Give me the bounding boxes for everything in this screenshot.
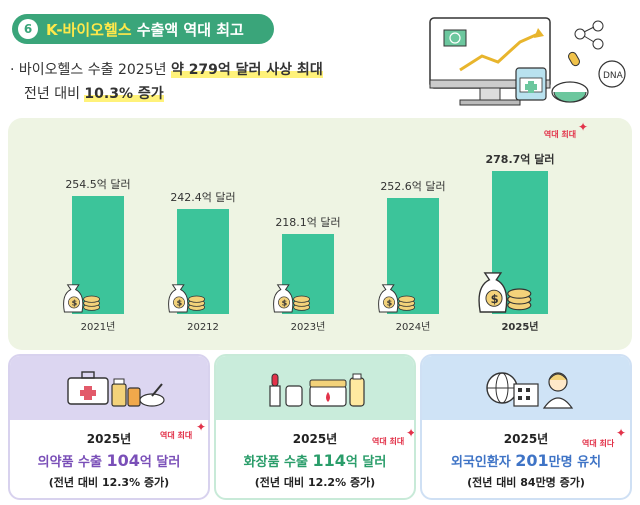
section-number: 6 <box>18 19 38 39</box>
pharma-card-header <box>10 356 208 420</box>
section-title: 6 K-바이오헬스 수출액 역대 최고 <box>12 14 274 44</box>
money-bag-icon: $ <box>478 272 532 313</box>
patients-card: 2025년 외국인환자 201만명 유치 (전년 대비 84만명 증가) 역대 … <box>420 354 632 500</box>
cosmetics-value: 화장품 수출 114억 달러 <box>243 451 387 470</box>
summary-line-1: · 바이오헬스 수출 2025년 약 279억 달러 사상 최대 <box>10 58 323 82</box>
svg-text:$: $ <box>282 299 288 308</box>
summary-line1-bold: 약 279억 달러 사상 최대 <box>170 62 323 78</box>
summary-line1-plain: 바이오헬스 수출 2025년 <box>18 62 171 78</box>
bar-value-label-2: 218.1억 달러 <box>275 216 340 229</box>
export-chart-panel: 254.5억 달러 2021년 $242.4억 달러 20212 $218.1억 달러 2… <box>8 118 632 350</box>
medicine-kit-icon <box>67 371 165 407</box>
cosmetics-card-header <box>216 356 414 420</box>
patients-value: 외국인환자 201만명 유치 <box>450 451 602 470</box>
bar-value-label-4: 278.7억 달러 <box>486 152 555 166</box>
pharma-change: (전년 대비 12.3% 증가) <box>48 476 170 489</box>
growth-monitor-illustration: DNA <box>429 17 626 106</box>
pharma-value: 의약품 수출 104억 달러 <box>37 451 181 470</box>
summary-line2-plain: 전년 대비 <box>24 86 85 102</box>
money-bag-icon: $ <box>378 284 416 313</box>
star-icon: ✦ <box>196 420 207 434</box>
summary: · 바이오헬스 수출 2025년 약 279억 달러 사상 최대 전년 대비 1… <box>10 58 323 106</box>
record-badge: 역대 최대 <box>544 129 576 139</box>
svg-text:DNA: DNA <box>603 71 624 81</box>
summary-line2-bold: 10.3% 증가 <box>84 86 164 102</box>
svg-text:$: $ <box>177 299 183 308</box>
cosmetics-card: 2025년 화장품 수출 114억 달러 (전년 대비 12.2% 증가) 역대… <box>214 354 416 500</box>
cosmetics-card-body: 2025년 화장품 수출 114억 달러 (전년 대비 12.2% 증가) <box>216 420 414 490</box>
cosmetics-icon <box>269 373 365 407</box>
export-bar-chart: 254.5억 달러 2021년 $242.4억 달러 20212 $218.1억 달러 2… <box>63 120 588 333</box>
summary-line-2: 전년 대비 10.3% 증가 <box>10 82 323 106</box>
cosmetics-change: (전년 대비 12.2% 증가) <box>254 476 376 489</box>
year-label-2: 2023년 <box>291 321 326 333</box>
svg-text:$: $ <box>491 292 499 306</box>
patient-icon <box>486 372 574 409</box>
star-icon: ✦ <box>406 426 416 440</box>
patients-change: (전년 대비 84만명 증가) <box>467 476 585 489</box>
star-icon: ✦ <box>578 120 588 134</box>
bullet: · <box>10 62 15 78</box>
money-bag-icon: $ <box>168 284 206 313</box>
year-label-3: 2024년 <box>396 321 431 333</box>
patients-record-badge: 역대 최다 <box>582 439 615 448</box>
year-label-4: 2025년 <box>501 320 538 333</box>
bar-value-label-0: 254.5억 달러 <box>65 178 130 191</box>
title-rest: 수출액 역대 최고 <box>131 20 244 39</box>
money-bag-icon: $ <box>273 284 311 313</box>
bar-value-label-3: 252.6억 달러 <box>380 180 445 193</box>
bar-value-label-1: 242.4억 달러 <box>170 191 235 204</box>
pharma-card: 2025년 의약품 수출 104억 달러 (전년 대비 12.3% 증가) 역대… <box>8 354 210 500</box>
cosmetics-year: 2025년 <box>292 432 338 446</box>
title-text: K-바이오헬스 수출액 역대 최고 <box>46 19 244 40</box>
svg-text:$: $ <box>72 299 78 308</box>
patients-card-header <box>422 356 630 420</box>
pharma-card-body: 2025년 의약품 수출 104억 달러 (전년 대비 12.3% 증가) <box>10 420 208 490</box>
star-icon: ✦ <box>616 426 627 440</box>
patients-year: 2025년 <box>503 432 549 446</box>
patients-card-body: 2025년 외국인환자 201만명 유치 (전년 대비 84만명 증가) <box>422 420 630 490</box>
cosmetics-record-badge: 역대 최대 <box>372 437 405 446</box>
money-bag-icon: $ <box>63 284 101 313</box>
svg-text:$: $ <box>387 299 393 308</box>
pharma-record-badge: 역대 최대 <box>160 431 193 440</box>
year-label-1: 20212 <box>187 322 219 333</box>
pharma-year: 2025년 <box>86 432 132 446</box>
year-label-0: 2021년 <box>81 321 116 333</box>
title-highlight: K-바이오헬스 <box>46 20 132 39</box>
